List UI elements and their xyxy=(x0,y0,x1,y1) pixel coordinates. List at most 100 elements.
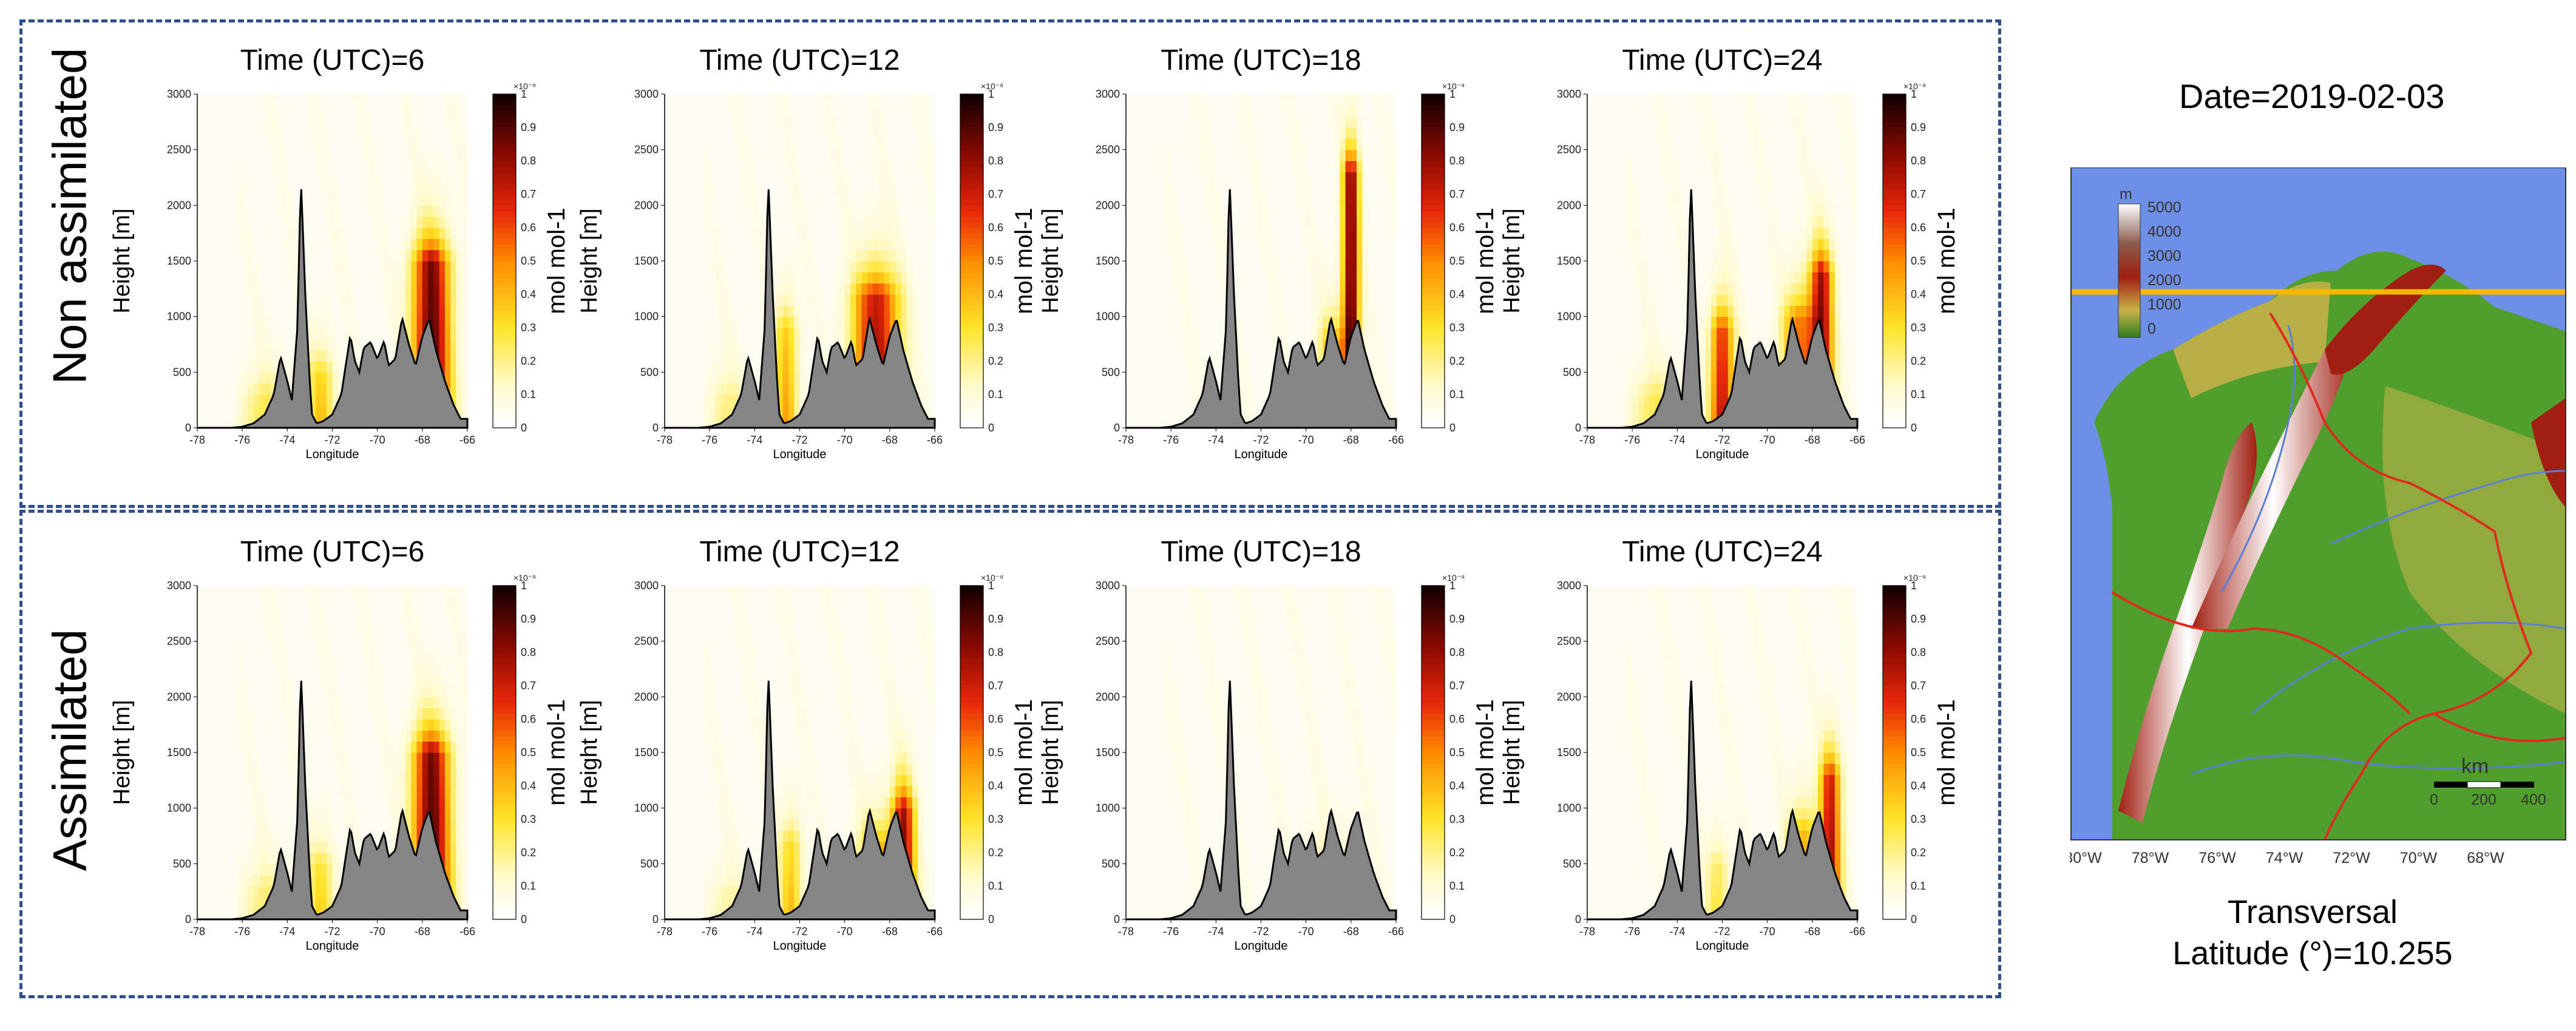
heat-cell xyxy=(1655,394,1661,406)
heat-cell xyxy=(405,272,412,284)
heat-cell xyxy=(856,283,863,295)
colorbar-segment xyxy=(1883,350,1906,356)
heat-cell xyxy=(394,272,401,284)
heat-cell xyxy=(327,897,333,909)
heat-cell xyxy=(1649,294,1655,306)
heat-cell xyxy=(873,630,879,642)
heat-cell xyxy=(253,372,260,384)
heat-cell xyxy=(416,127,423,139)
x-tick-label: -66 xyxy=(1388,434,1404,446)
heat-cell xyxy=(861,752,868,764)
heat-cell xyxy=(816,819,823,831)
heat-cell xyxy=(444,194,451,206)
colorbar-segment xyxy=(1422,411,1445,417)
x-tick-label: -74 xyxy=(1208,434,1224,446)
heat-cell xyxy=(856,316,863,328)
heat-cell xyxy=(450,339,457,351)
heat-cell xyxy=(923,105,930,117)
heat-cell xyxy=(253,830,260,842)
heat-cell xyxy=(1722,183,1729,195)
heat-cell xyxy=(1632,183,1639,195)
heat-cell xyxy=(450,372,457,384)
heat-cell xyxy=(1345,305,1352,317)
heat-cell xyxy=(760,708,767,720)
heat-cell xyxy=(282,830,288,842)
heat-cell xyxy=(377,719,384,731)
heat-cell xyxy=(1727,305,1734,317)
heat-cell xyxy=(1210,228,1216,239)
heat-cell xyxy=(282,686,288,697)
colorbar-tick-label: 0.9 xyxy=(1449,121,1465,134)
heat-cell xyxy=(1261,216,1267,228)
heat-cell xyxy=(416,172,423,184)
heat-cell xyxy=(394,305,401,317)
heat-cell xyxy=(310,116,316,128)
colorbar-segment xyxy=(960,127,983,134)
heat-cell xyxy=(456,394,463,406)
heat-cell xyxy=(1632,339,1639,351)
heat-cell xyxy=(315,830,322,842)
heat-cell xyxy=(405,294,412,306)
heat-cell xyxy=(929,194,935,206)
heat-cell xyxy=(456,94,463,106)
heat-cell xyxy=(715,741,722,753)
heat-cell xyxy=(1306,261,1312,272)
heat-cell xyxy=(1385,105,1391,117)
heat-cell xyxy=(727,294,733,306)
heat-cell xyxy=(1165,161,1171,172)
heat-cell xyxy=(737,619,744,630)
heat-cell xyxy=(794,138,801,150)
heat-cell xyxy=(1345,149,1352,161)
heat-cell xyxy=(1700,339,1706,351)
heat-cell xyxy=(884,328,890,339)
heat-cell xyxy=(1806,216,1813,228)
heat-cell xyxy=(1373,94,1380,106)
heat-cell xyxy=(321,194,327,206)
colorbar-segment xyxy=(493,802,516,809)
heat-cell xyxy=(310,138,316,150)
heat-cell xyxy=(428,205,434,217)
heat-cell xyxy=(895,272,901,284)
heat-cell xyxy=(1722,305,1729,317)
heat-cell xyxy=(315,864,322,876)
heat-cell xyxy=(867,228,873,239)
heat-cell xyxy=(1767,205,1774,217)
heat-cell xyxy=(1722,228,1729,239)
heat-cell xyxy=(327,841,333,853)
heat-cell xyxy=(231,405,237,417)
heat-cell xyxy=(1818,305,1824,317)
heat-cell xyxy=(1199,127,1205,139)
colorbar-segment xyxy=(1883,172,1906,178)
heat-cell xyxy=(1306,238,1312,251)
heat-cell xyxy=(456,597,463,609)
heat-cell xyxy=(377,228,384,239)
heat-cell xyxy=(732,607,739,620)
heat-cell xyxy=(1806,283,1813,295)
heat-cell xyxy=(743,686,750,697)
heat-cell xyxy=(895,283,901,295)
heat-cell xyxy=(287,874,294,887)
heat-cell xyxy=(811,249,817,262)
heat-cell xyxy=(1638,361,1644,373)
colorbar-label: mol mol-1 xyxy=(543,208,570,314)
heat-cell xyxy=(760,774,767,786)
heat-cell xyxy=(371,183,378,195)
heat-cell xyxy=(732,841,739,853)
heat-cell xyxy=(1846,383,1852,395)
heat-cell xyxy=(1801,183,1808,195)
heat-cell xyxy=(861,272,868,284)
heat-cell xyxy=(337,730,344,742)
x-tick-label: -68 xyxy=(415,925,430,938)
heat-cell xyxy=(411,641,418,653)
heat-cell xyxy=(1188,283,1194,295)
colorbar-segment xyxy=(1422,221,1445,228)
heat-cell xyxy=(844,183,851,195)
heat-cell xyxy=(444,305,451,317)
heat-cell xyxy=(276,339,282,351)
heat-cell xyxy=(1717,249,1723,262)
colorbar-tick-label: 0.6 xyxy=(988,221,1003,234)
heat-cell xyxy=(710,774,716,786)
heat-cell xyxy=(1311,283,1318,295)
heat-cell xyxy=(1694,94,1700,106)
heat-cell xyxy=(923,383,930,395)
